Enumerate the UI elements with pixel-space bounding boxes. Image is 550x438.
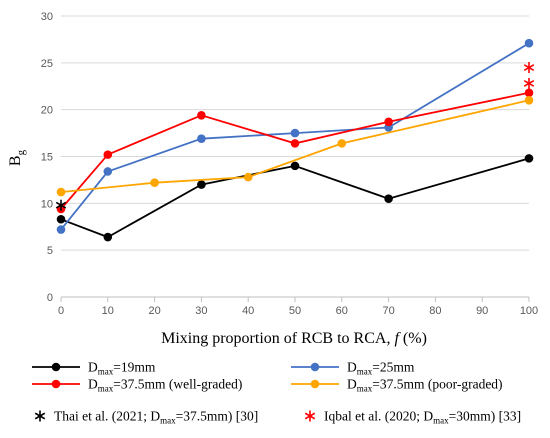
x-tick-label: 80 — [429, 305, 441, 317]
legend-text-part: =37.5mm (well-graded) — [113, 377, 242, 392]
series-line — [60, 42, 530, 231]
data-point — [56, 214, 66, 224]
data-point — [103, 232, 113, 242]
x-axis-title: Mixing proportion of RCB to RCA, f (%) — [161, 330, 427, 347]
legend-text-part: =37.5mm) [30] — [176, 409, 259, 424]
legend-label: Dmax=25mm — [347, 360, 415, 377]
legend-subscript: max — [357, 367, 373, 377]
series-line — [60, 91, 530, 210]
x-tick-label: 40 — [242, 305, 254, 317]
legend-text-part: D — [347, 360, 357, 375]
x-tick-label: 30 — [195, 305, 207, 317]
legend-subscript: max — [433, 416, 449, 426]
legend-subscript: max — [357, 384, 373, 394]
data-point — [384, 117, 393, 127]
y-axis-title-sub: g — [15, 149, 27, 155]
y-axis-title-main: B — [7, 155, 24, 166]
legend-marker — [51, 362, 61, 372]
legend-label: Thai et al. (2021; Dmax=37.5mm) [30] — [54, 409, 258, 426]
legend-text-part: Iqbal et al. (2020; D — [324, 409, 433, 424]
legend-marker — [310, 379, 320, 389]
y-tick-label: 0 — [47, 292, 53, 304]
legend-text-part: =30mm) [33] — [449, 409, 521, 424]
data-point — [290, 139, 300, 148]
y-tick-label: 20 — [41, 105, 53, 117]
plot-area — [55, 38, 535, 242]
legend-text-part: =25mm — [372, 360, 415, 375]
data-point — [384, 194, 393, 203]
legend-asterisk — [34, 410, 46, 422]
data-point — [290, 161, 300, 171]
data-point — [56, 225, 66, 234]
legend-text-part: =19mm — [113, 360, 156, 375]
series-3 — [56, 88, 534, 214]
asterisk-stroke — [523, 79, 535, 87]
y-tick-label: 25 — [41, 58, 53, 70]
x-tick-label: 50 — [289, 305, 301, 317]
grid — [61, 15, 529, 251]
legend-label: Dmax=37.5mm (well-graded) — [88, 377, 242, 394]
legend-asterisk — [304, 410, 316, 422]
legend-marker — [51, 379, 61, 389]
data-point — [337, 139, 347, 148]
reference-point — [523, 62, 535, 74]
x-tick-label: 20 — [148, 305, 160, 317]
data-point — [103, 150, 113, 159]
legend-label: Iqbal et al. (2020; Dmax=30mm) [33] — [324, 409, 521, 426]
legend-subscript: max — [160, 416, 176, 426]
data-point — [243, 172, 253, 182]
legend-text-part: D — [88, 360, 98, 375]
x-tick-label: 60 — [336, 305, 348, 317]
data-point — [524, 38, 534, 48]
legend-text-part: D — [88, 377, 98, 392]
legend-label: Dmax=37.5mm (poor-graded) — [347, 377, 503, 394]
axes — [60, 296, 530, 302]
data-point — [524, 154, 534, 163]
x-tick-label: 90 — [476, 305, 488, 317]
y-tick-label: 5 — [47, 245, 53, 257]
x-tick-label: 10 — [102, 305, 114, 317]
asterisk-stroke — [55, 201, 67, 209]
data-point — [290, 128, 300, 138]
legend-label: Dmax=19mm — [88, 360, 156, 377]
legend-subscript: max — [98, 367, 114, 377]
x-tick-labels: 0 10 20 30 40 50 60 70 80 90 100 — [58, 305, 538, 317]
series-1 — [56, 154, 534, 242]
asterisk-stroke — [304, 412, 316, 420]
legend-subscript: max — [98, 384, 114, 394]
legend-text-part: Thai et al. (2021; D — [54, 409, 160, 424]
x-axis-title-main: Mixing proportion of RCB to RCA, — [161, 330, 394, 347]
data-point — [197, 180, 206, 189]
x-tick-label: 70 — [382, 305, 394, 317]
y-tick-label: 10 — [41, 198, 53, 210]
x-axis-title-unit: (%) — [399, 330, 427, 347]
x-tick-label: 0 — [58, 305, 64, 317]
reference-point — [55, 199, 67, 211]
asterisk-stroke — [523, 64, 535, 71]
data-point — [150, 178, 159, 188]
y-tick-label: 15 — [41, 152, 53, 164]
x-axis-title-var: f — [394, 330, 401, 347]
data-point — [524, 88, 534, 98]
data-point — [524, 96, 534, 105]
asterisk-stroke — [34, 412, 46, 420]
data-point — [56, 187, 66, 197]
y-axis-title: Bg — [7, 149, 27, 166]
y-tick-label: 30 — [41, 11, 53, 23]
x-tick-label: 100 — [520, 305, 538, 317]
legend-text-part: =37.5mm (poor-graded) — [372, 377, 502, 392]
legend-marker — [310, 362, 320, 372]
series-2 — [56, 38, 534, 234]
data-point — [197, 134, 206, 144]
data-point — [197, 110, 206, 120]
reference-point — [523, 77, 535, 89]
series-4 — [56, 96, 534, 197]
y-tick-labels: 0 5 10 15 20 25 30 — [41, 11, 53, 304]
legend-text-part: D — [347, 377, 357, 392]
data-point — [103, 167, 113, 176]
series-line — [60, 157, 530, 239]
